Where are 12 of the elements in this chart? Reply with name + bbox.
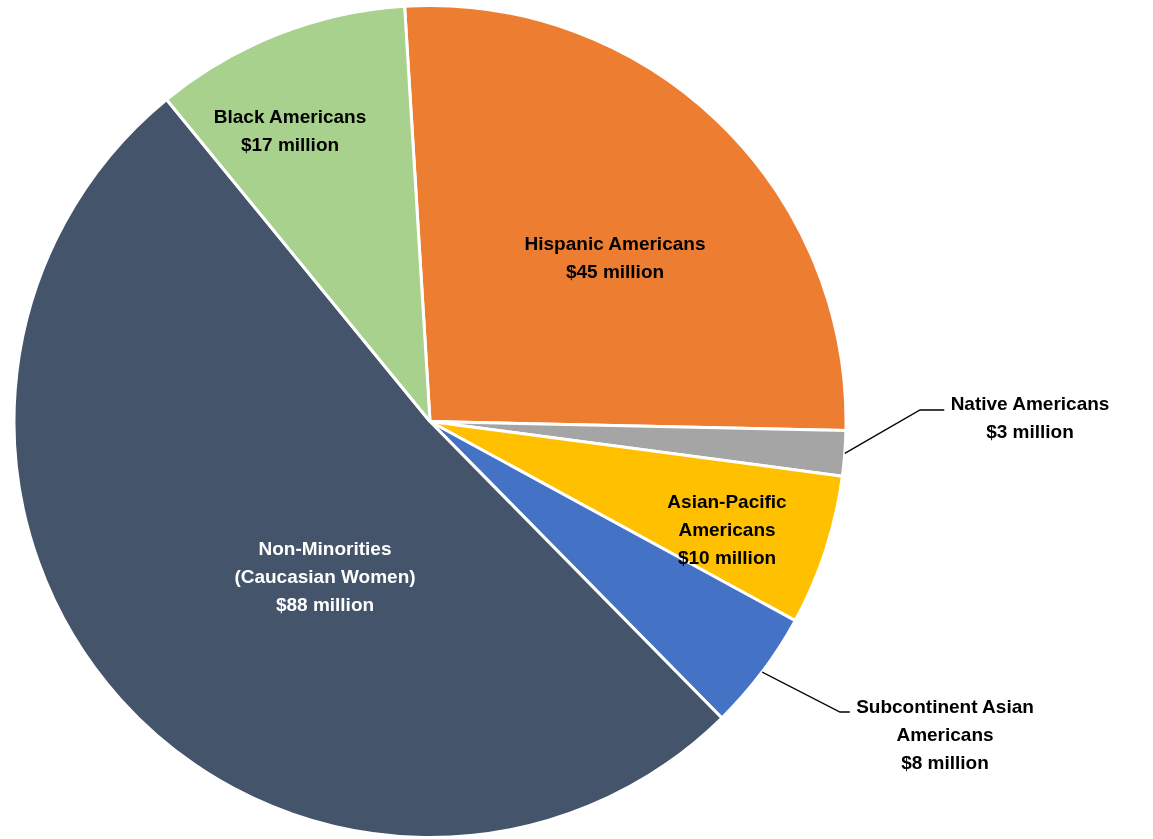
slice-label: Black Americans <box>213 106 367 128</box>
data-label: $8 million <box>901 752 989 774</box>
slice-label: Asian-Pacific Americans <box>667 491 788 541</box>
data-label: $10 million <box>677 547 777 569</box>
slice-label: Hispanic Americans <box>524 233 706 255</box>
slice-label: Native Americans <box>950 393 1110 415</box>
slice-label: Non-Minorities (Caucasian Women) <box>234 538 416 588</box>
data-label: $17 million <box>240 134 340 156</box>
data-label: $3 million <box>986 421 1074 443</box>
data-label: $45 million <box>565 261 665 283</box>
slice-label: Subcontinent Asian Americans <box>856 696 1034 746</box>
data-label: $88 million <box>275 594 375 616</box>
